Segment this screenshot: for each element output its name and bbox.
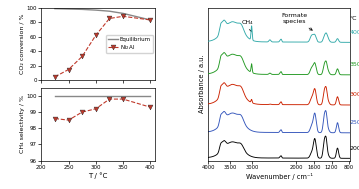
Text: 350: 350 [349, 62, 359, 67]
Text: 400: 400 [349, 30, 359, 35]
Y-axis label: CO₂ conversion / %: CO₂ conversion / % [19, 14, 24, 74]
Text: Formate
species: Formate species [281, 13, 312, 30]
Text: 300: 300 [349, 92, 359, 97]
Text: CH₄: CH₄ [242, 20, 254, 31]
X-axis label: Wavenumber / cm⁻¹: Wavenumber / cm⁻¹ [246, 173, 313, 180]
Legend: Equilibrium, Ni$_2$Al: Equilibrium, Ni$_2$Al [106, 35, 153, 53]
X-axis label: T / °C: T / °C [88, 172, 108, 179]
Text: 250: 250 [349, 120, 359, 125]
Text: 200: 200 [349, 146, 359, 151]
Text: °C: °C [349, 16, 357, 21]
Y-axis label: CH₄ selectivity / %: CH₄ selectivity / % [19, 95, 24, 153]
Y-axis label: Absorbance / a.u.: Absorbance / a.u. [200, 55, 205, 113]
